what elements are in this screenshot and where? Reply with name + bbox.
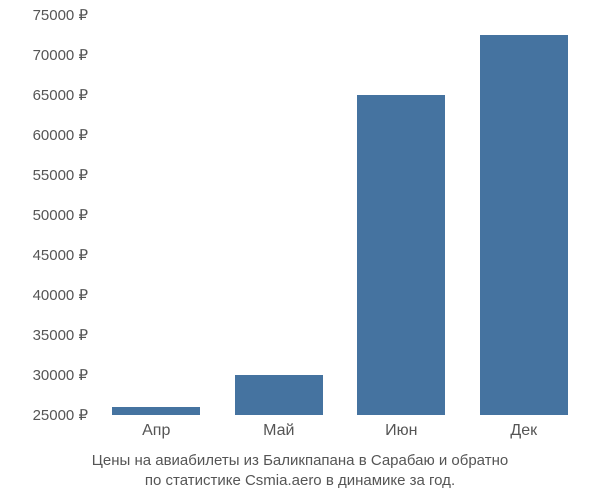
x-tick-label: Май [263,422,294,440]
x-axis-labels: Апр Май Июн Дек [95,422,585,444]
bar [357,95,445,415]
y-axis-labels: 25000 ₽30000 ₽35000 ₽40000 ₽45000 ₽50000… [0,15,88,415]
bar [480,35,568,415]
y-tick-label: 75000 ₽ [33,6,88,24]
bar [235,375,323,415]
y-tick-label: 45000 ₽ [33,246,88,264]
y-tick-label: 55000 ₽ [33,166,88,184]
chart-container: 25000 ₽ 30000 ₽ 35000 ₽ 40000 ₽ 45000 ₽ 50000… [0,0,600,500]
y-tick-label: 60000 ₽ [33,126,88,144]
y-tick-label: 40000 ₽ [33,286,88,304]
y-tick-label: 50000 ₽ [33,206,88,224]
y-tick-label: 25000 ₽ [33,406,88,424]
caption-line-2: по статистике Csmia.aero в динамике за г… [145,472,455,489]
plot-area [95,15,585,415]
y-tick-label: 30000 ₽ [33,366,88,384]
x-tick-label: Дек [510,422,537,440]
caption-line-1: Цены на авиабилеты из Баликпапана в Сара… [92,452,508,469]
x-tick-label: Апр [142,422,170,440]
y-tick-label: 35000 ₽ [33,326,88,344]
y-tick-label: 70000 ₽ [33,46,88,64]
x-tick-label: Июн [385,422,417,440]
y-tick-label: 65000 ₽ [33,86,88,104]
chart-caption: Цены на авиабилеты из Баликпапана в Сара… [0,451,600,492]
bar [112,407,200,415]
